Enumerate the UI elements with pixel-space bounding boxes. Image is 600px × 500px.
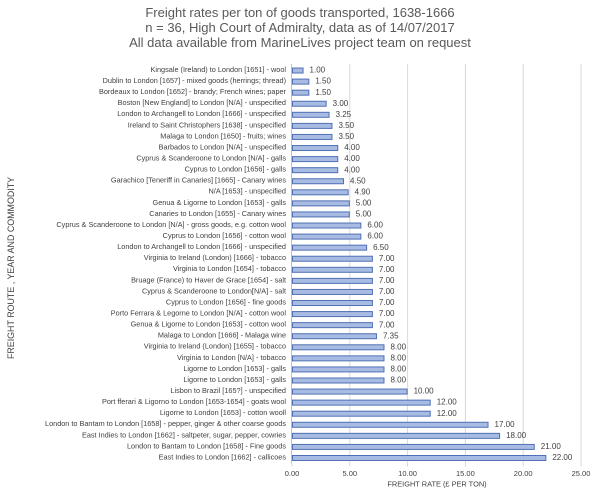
svg-text:Port fferari & Ligorno to Lond: Port fferari & Ligorno to London [1653-1…: [102, 397, 286, 406]
svg-text:17.00: 17.00: [495, 420, 516, 429]
svg-text:3.50: 3.50: [338, 132, 354, 141]
svg-text:Bordeaux to London [1652] - br: Bordeaux to London [1652] - brandy; Fren…: [99, 87, 287, 96]
svg-text:6.00: 6.00: [367, 232, 383, 241]
svg-text:10.00: 10.00: [398, 469, 417, 478]
svg-text:5.00: 5.00: [342, 469, 357, 478]
svg-text:4.00: 4.00: [344, 165, 360, 174]
svg-text:8.00: 8.00: [390, 365, 406, 374]
svg-text:Freight rates per ton of goods: Freight rates per ton of goods transport…: [145, 5, 454, 20]
svg-text:12.00: 12.00: [437, 409, 458, 418]
svg-text:Lisbon to Brazil [165?] - unsp: Lisbon to Brazil [165?] - unspecified: [170, 386, 286, 395]
svg-text:FREIGHT RATE (£ PER TON): FREIGHT RATE (£ PER TON): [387, 480, 486, 489]
svg-text:7.00: 7.00: [379, 298, 395, 307]
svg-text:London to Archangell to London: London to Archangell to London [1666] - …: [117, 242, 286, 251]
svg-text:7.00: 7.00: [379, 309, 395, 318]
svg-text:Virginia to Ireland (London) [: Virginia to Ireland (London) [1666] - to…: [144, 253, 286, 262]
svg-text:6.00: 6.00: [367, 221, 383, 230]
svg-text:London to Bantam to London [16: London to Bantam to London [1658] - Fine…: [127, 441, 286, 450]
svg-text:4.50: 4.50: [350, 176, 366, 185]
svg-text:3.00: 3.00: [333, 99, 349, 108]
svg-text:Malaga to London [1650] - frui: Malaga to London [1650] - fruits; wines: [160, 131, 286, 140]
svg-text:Virginia to London [N/A] - tob: Virginia to London [N/A] - tobacco: [177, 353, 286, 362]
svg-text:3.25: 3.25: [336, 110, 352, 119]
svg-text:5.00: 5.00: [356, 210, 372, 219]
svg-text:15.00: 15.00: [456, 469, 475, 478]
svg-text:7.00: 7.00: [379, 254, 395, 263]
svg-text:1.50: 1.50: [315, 77, 331, 86]
svg-text:22.00: 22.00: [552, 453, 573, 462]
svg-text:All data available from Marine: All data available from MarineLives proj…: [129, 35, 471, 50]
svg-text:Bruage (France) to Haver de Gr: Bruage (France) to Haver de Grace [1654]…: [131, 275, 286, 284]
svg-text:0.00: 0.00: [285, 469, 300, 478]
svg-text:Ligorne to London [1653] - gal: Ligorne to London [1653] - galls: [183, 364, 286, 373]
svg-text:6.50: 6.50: [373, 243, 389, 252]
svg-text:East Indies to London [1662] -: East Indies to London [1662] - callicoes: [159, 452, 287, 461]
svg-text:18.00: 18.00: [506, 431, 527, 440]
svg-text:Barbados to London [N/A] - uns: Barbados to London [N/A] - unspecified: [159, 142, 286, 151]
svg-text:12.00: 12.00: [437, 398, 458, 407]
svg-text:Boston [New England] to London: Boston [New England] to London [N/A] - u…: [118, 98, 286, 107]
svg-text:4.00: 4.00: [344, 154, 360, 163]
svg-text:Cyprus & Scanderoone to London: Cyprus & Scanderoone to London [N/A] - g…: [136, 154, 286, 163]
svg-text:FREIGHT ROUTE , YEAR AND COMMO: FREIGHT ROUTE , YEAR AND COMMODITY: [6, 177, 16, 359]
svg-text:London to Bantam to London [16: London to Bantam to London [1658] - pepp…: [45, 419, 286, 428]
svg-text:Cyprus to London [1656] - cott: Cyprus to London [1656] - cotton wool: [163, 231, 287, 240]
svg-text:Malaga to London [1666] - Mala: Malaga to London [1666] - Malaga wine: [158, 331, 286, 340]
svg-text:Kingsale (Ireland) to London [: Kingsale (Ireland) to London [1651] - wo…: [151, 65, 287, 74]
svg-text:N/A [1653] - unspecified: N/A [1653] - unspecified: [209, 187, 286, 196]
svg-text:21.00: 21.00: [541, 442, 562, 451]
svg-text:10.00: 10.00: [414, 387, 435, 396]
svg-text:8.00: 8.00: [390, 342, 406, 351]
svg-text:8.00: 8.00: [390, 376, 406, 385]
svg-text:7.00: 7.00: [379, 287, 395, 296]
svg-text:Virginia to London [1654] - to: Virginia to London [1654] - tobacco: [173, 264, 286, 273]
svg-text:4.00: 4.00: [344, 143, 360, 152]
svg-text:Cyprus & Scanderoone to London: Cyprus & Scanderoone to London [N/A] - g…: [56, 220, 286, 229]
svg-text:Genua & Ligorne to London [165: Genua & Ligorne to London [1653] - galls: [153, 198, 287, 207]
svg-text:Cyprus to London [1656] - gall: Cyprus to London [1656] - galls: [185, 165, 287, 174]
svg-text:20.00: 20.00: [514, 469, 533, 478]
svg-text:Ligorne to London [1653] - gal: Ligorne to London [1653] - galls: [183, 375, 286, 384]
svg-text:Cyprus to London [1656] - fine: Cyprus to London [1656] - fine goods: [166, 297, 286, 306]
svg-text:1.50: 1.50: [315, 88, 331, 97]
svg-text:Ireland to Saint Christophers: Ireland to Saint Christophers [1638] - u…: [128, 120, 286, 129]
svg-text:7.00: 7.00: [379, 276, 395, 285]
svg-text:Virginia to Ireland (London) [: Virginia to Ireland (London) [1655] - to…: [144, 342, 286, 351]
svg-text:London to Archangell to London: London to Archangell to London [1666] - …: [117, 109, 286, 118]
svg-text:7.35: 7.35: [383, 331, 399, 340]
svg-text:Canaries to London [1655] - Ca: Canaries to London [1655] - Canary wines: [149, 209, 286, 218]
svg-text:Ligorne to London [1653] - cot: Ligorne to London [1653] - cotton wooll: [160, 408, 287, 417]
svg-text:8.00: 8.00: [390, 353, 406, 362]
svg-text:Porto Ferrara & Legorne to Lon: Porto Ferrara & Legorne to London [N/A] …: [111, 308, 287, 317]
svg-text:Cyprus & Scanderoone to London: Cyprus & Scanderoone to London[N/A] - sa…: [142, 286, 286, 295]
svg-text:25.00: 25.00: [572, 469, 591, 478]
svg-text:4.90: 4.90: [355, 187, 371, 196]
svg-text:Genua & Ligorne to London [165: Genua & Ligorne to London [1653] - cotto…: [131, 320, 287, 329]
svg-text:Garachico [Teneriff in Canarie: Garachico [Teneriff in Canaries] [1665] …: [111, 176, 286, 185]
svg-text:East Indies to London [1662] -: East Indies to London [1662] - saltpeter…: [82, 430, 286, 439]
svg-text:3.50: 3.50: [338, 121, 354, 130]
svg-text:7.00: 7.00: [379, 265, 395, 274]
svg-text:n = 36, High Court of Admiralt: n = 36, High Court of Admiralty, data as…: [145, 20, 454, 35]
svg-text:1.00: 1.00: [310, 66, 326, 75]
svg-text:7.00: 7.00: [379, 320, 395, 329]
svg-text:5.00: 5.00: [356, 198, 372, 207]
svg-text:Dublin to London [1657] - mixe: Dublin to London [1657] - mixed goods (h…: [103, 76, 286, 85]
